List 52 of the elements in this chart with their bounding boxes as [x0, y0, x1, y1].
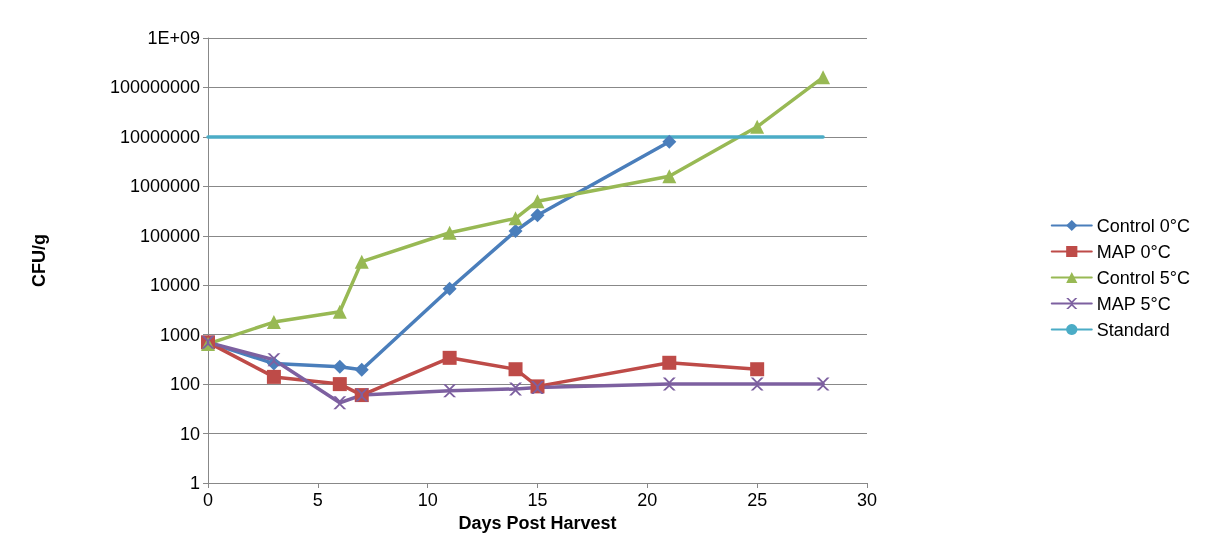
point	[530, 194, 545, 209]
y-tick-label: 10000	[149, 275, 200, 296]
point	[509, 382, 523, 396]
x-tick-label: 15	[527, 490, 548, 510]
y-tick-label: 10000000	[119, 126, 200, 147]
y-tick-label: 1000000	[129, 176, 200, 197]
point	[508, 223, 523, 238]
point	[662, 134, 677, 149]
y-axis-title: CFU/g	[29, 234, 49, 287]
y-tick-label: 100	[169, 374, 200, 395]
point	[816, 377, 830, 391]
x-tick-label: 5	[312, 490, 323, 510]
y-tick-label: 1E+09	[147, 28, 200, 48]
point	[332, 359, 347, 374]
x-tick-label: 25	[747, 490, 768, 510]
legend-label: MAP 0°C	[1096, 241, 1171, 262]
point	[750, 377, 764, 391]
point	[354, 254, 369, 269]
point	[442, 225, 457, 240]
point	[508, 211, 523, 226]
x-tick-label: 0	[202, 490, 214, 510]
x-tick-label: 30	[856, 490, 878, 510]
point	[266, 369, 281, 384]
legend-label: MAP 5°C	[1096, 293, 1171, 314]
point	[662, 169, 677, 184]
x-tick-label: 20	[637, 490, 658, 510]
legend-label: Standard	[1096, 319, 1170, 340]
x-axis-title: Days Post Harvest	[458, 512, 617, 533]
point	[816, 70, 831, 85]
point	[508, 362, 523, 377]
y-tick-label: 100000	[139, 225, 200, 246]
point	[442, 350, 457, 365]
point	[267, 353, 281, 367]
point	[354, 362, 369, 377]
y-tick-label: 1	[189, 473, 200, 493]
point	[443, 384, 457, 398]
y-tick-label: 100000000	[109, 77, 200, 98]
point	[530, 208, 545, 223]
point	[662, 355, 677, 370]
legend-label: Control 5°C	[1096, 267, 1190, 288]
point	[332, 377, 347, 392]
point	[442, 281, 457, 296]
point	[266, 315, 281, 330]
y-tick-label: 1000	[159, 324, 200, 345]
point	[662, 377, 676, 391]
point	[750, 362, 765, 377]
point	[750, 119, 765, 134]
point	[332, 304, 347, 319]
y-tick-label: 10	[179, 423, 200, 444]
legend-label: Control 0°C	[1096, 215, 1190, 236]
point	[333, 396, 347, 410]
x-tick-label: 10	[417, 490, 438, 510]
